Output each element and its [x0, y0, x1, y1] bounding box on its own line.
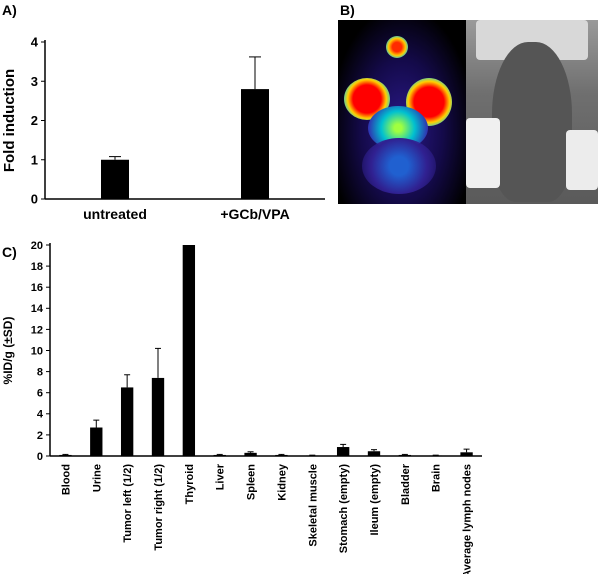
chart-c-y-tick-label: 20	[31, 240, 43, 252]
chart-c-bar	[151, 377, 165, 456]
chart-a-x-tick-label: untreated	[83, 206, 147, 222]
chart-a-y-tick-label: 4	[31, 35, 39, 50]
chart-c-y-tick-label: 16	[31, 282, 43, 294]
chart-c-y-tick-label: 2	[37, 430, 43, 442]
chart-c-y-tick-label: 18	[31, 261, 43, 273]
chart-c-y-axis-label: %ID/g (±SD)	[1, 317, 15, 385]
lower-body-uptake	[362, 138, 436, 194]
chart-a-y-tick-label: 2	[31, 113, 38, 128]
chart-c-bar	[275, 454, 288, 456]
pad-right	[566, 130, 598, 190]
chart-c-x-tick-label: Tumor right (1/2)	[153, 464, 165, 551]
chart-c-x-tick-label: Brain	[431, 464, 443, 492]
chart-c-bar	[398, 454, 412, 456]
panel-c-label: C)	[2, 244, 17, 260]
mouse-body	[492, 42, 572, 202]
chart-c-y-tick-label: 14	[31, 303, 44, 315]
chart-c-bar	[120, 387, 134, 456]
pad-left	[466, 118, 500, 188]
chart-c-x-tick-label: Blood	[60, 464, 72, 495]
panel-b-imaging	[338, 20, 598, 204]
chart-a-bar	[101, 159, 129, 199]
chart-c-x-tick-label: Kidney	[276, 463, 288, 501]
chart-c-y-tick-label: 12	[31, 324, 43, 336]
chart-c-bar	[90, 427, 103, 456]
chart-c-bar	[182, 245, 196, 456]
panel-b-label: B)	[340, 2, 355, 18]
chart-c-x-tick-label: Average lymph nodes	[462, 464, 474, 574]
chart-c-bar	[213, 454, 226, 456]
chart-c-x-tick-label: Stomach (empty)	[338, 464, 350, 554]
chart-c-bar	[244, 452, 257, 456]
chart-c-y-tick-label: 6	[37, 388, 43, 400]
chart-c-x-tick-label: Liver	[215, 463, 227, 490]
chart-a-y-tick-label: 3	[31, 74, 38, 89]
chart-c-y-tick-label: 10	[31, 345, 43, 357]
thyroid-hotspot	[386, 36, 408, 58]
chart-c-x-tick-label: Thyroid	[184, 464, 196, 504]
chart-a-y-axis-label: Fold induction	[1, 69, 18, 172]
chart-c-x-tick-label: Spleen	[246, 464, 258, 500]
chart-c-y-tick-label: 8	[37, 366, 43, 378]
chart-c-bar	[367, 451, 381, 456]
chart-c-y-tick-label: 4	[37, 409, 44, 421]
chart-c-bar	[460, 452, 473, 456]
mouse-photograph	[466, 20, 598, 204]
chart-a-bar	[241, 89, 269, 199]
chart-c-x-tick-label: Skeletal muscle	[307, 464, 319, 547]
chart-c-bar	[336, 447, 350, 456]
chart-a-y-tick-label: 0	[31, 192, 38, 207]
chart-c-x-tick-label: Bladder	[400, 463, 412, 505]
chart-c-bar	[306, 455, 319, 457]
chart-c-bar	[429, 455, 442, 457]
chart-c-x-tick-label: Tumor left (1/2)	[122, 464, 134, 543]
panel-a-label: A)	[2, 2, 17, 18]
pet-scan-image	[338, 20, 466, 204]
chart-c-y-tick-label: 0	[37, 451, 43, 463]
chart-a-y-tick-label: 1	[31, 152, 38, 167]
chart-c-x-tick-label: Ileum (empty)	[369, 464, 381, 536]
chart-a-x-tick-label: +GCb/VPA	[220, 206, 289, 222]
chart-c-bar	[59, 454, 72, 456]
chart-c-x-tick-label: Urine	[91, 464, 103, 492]
